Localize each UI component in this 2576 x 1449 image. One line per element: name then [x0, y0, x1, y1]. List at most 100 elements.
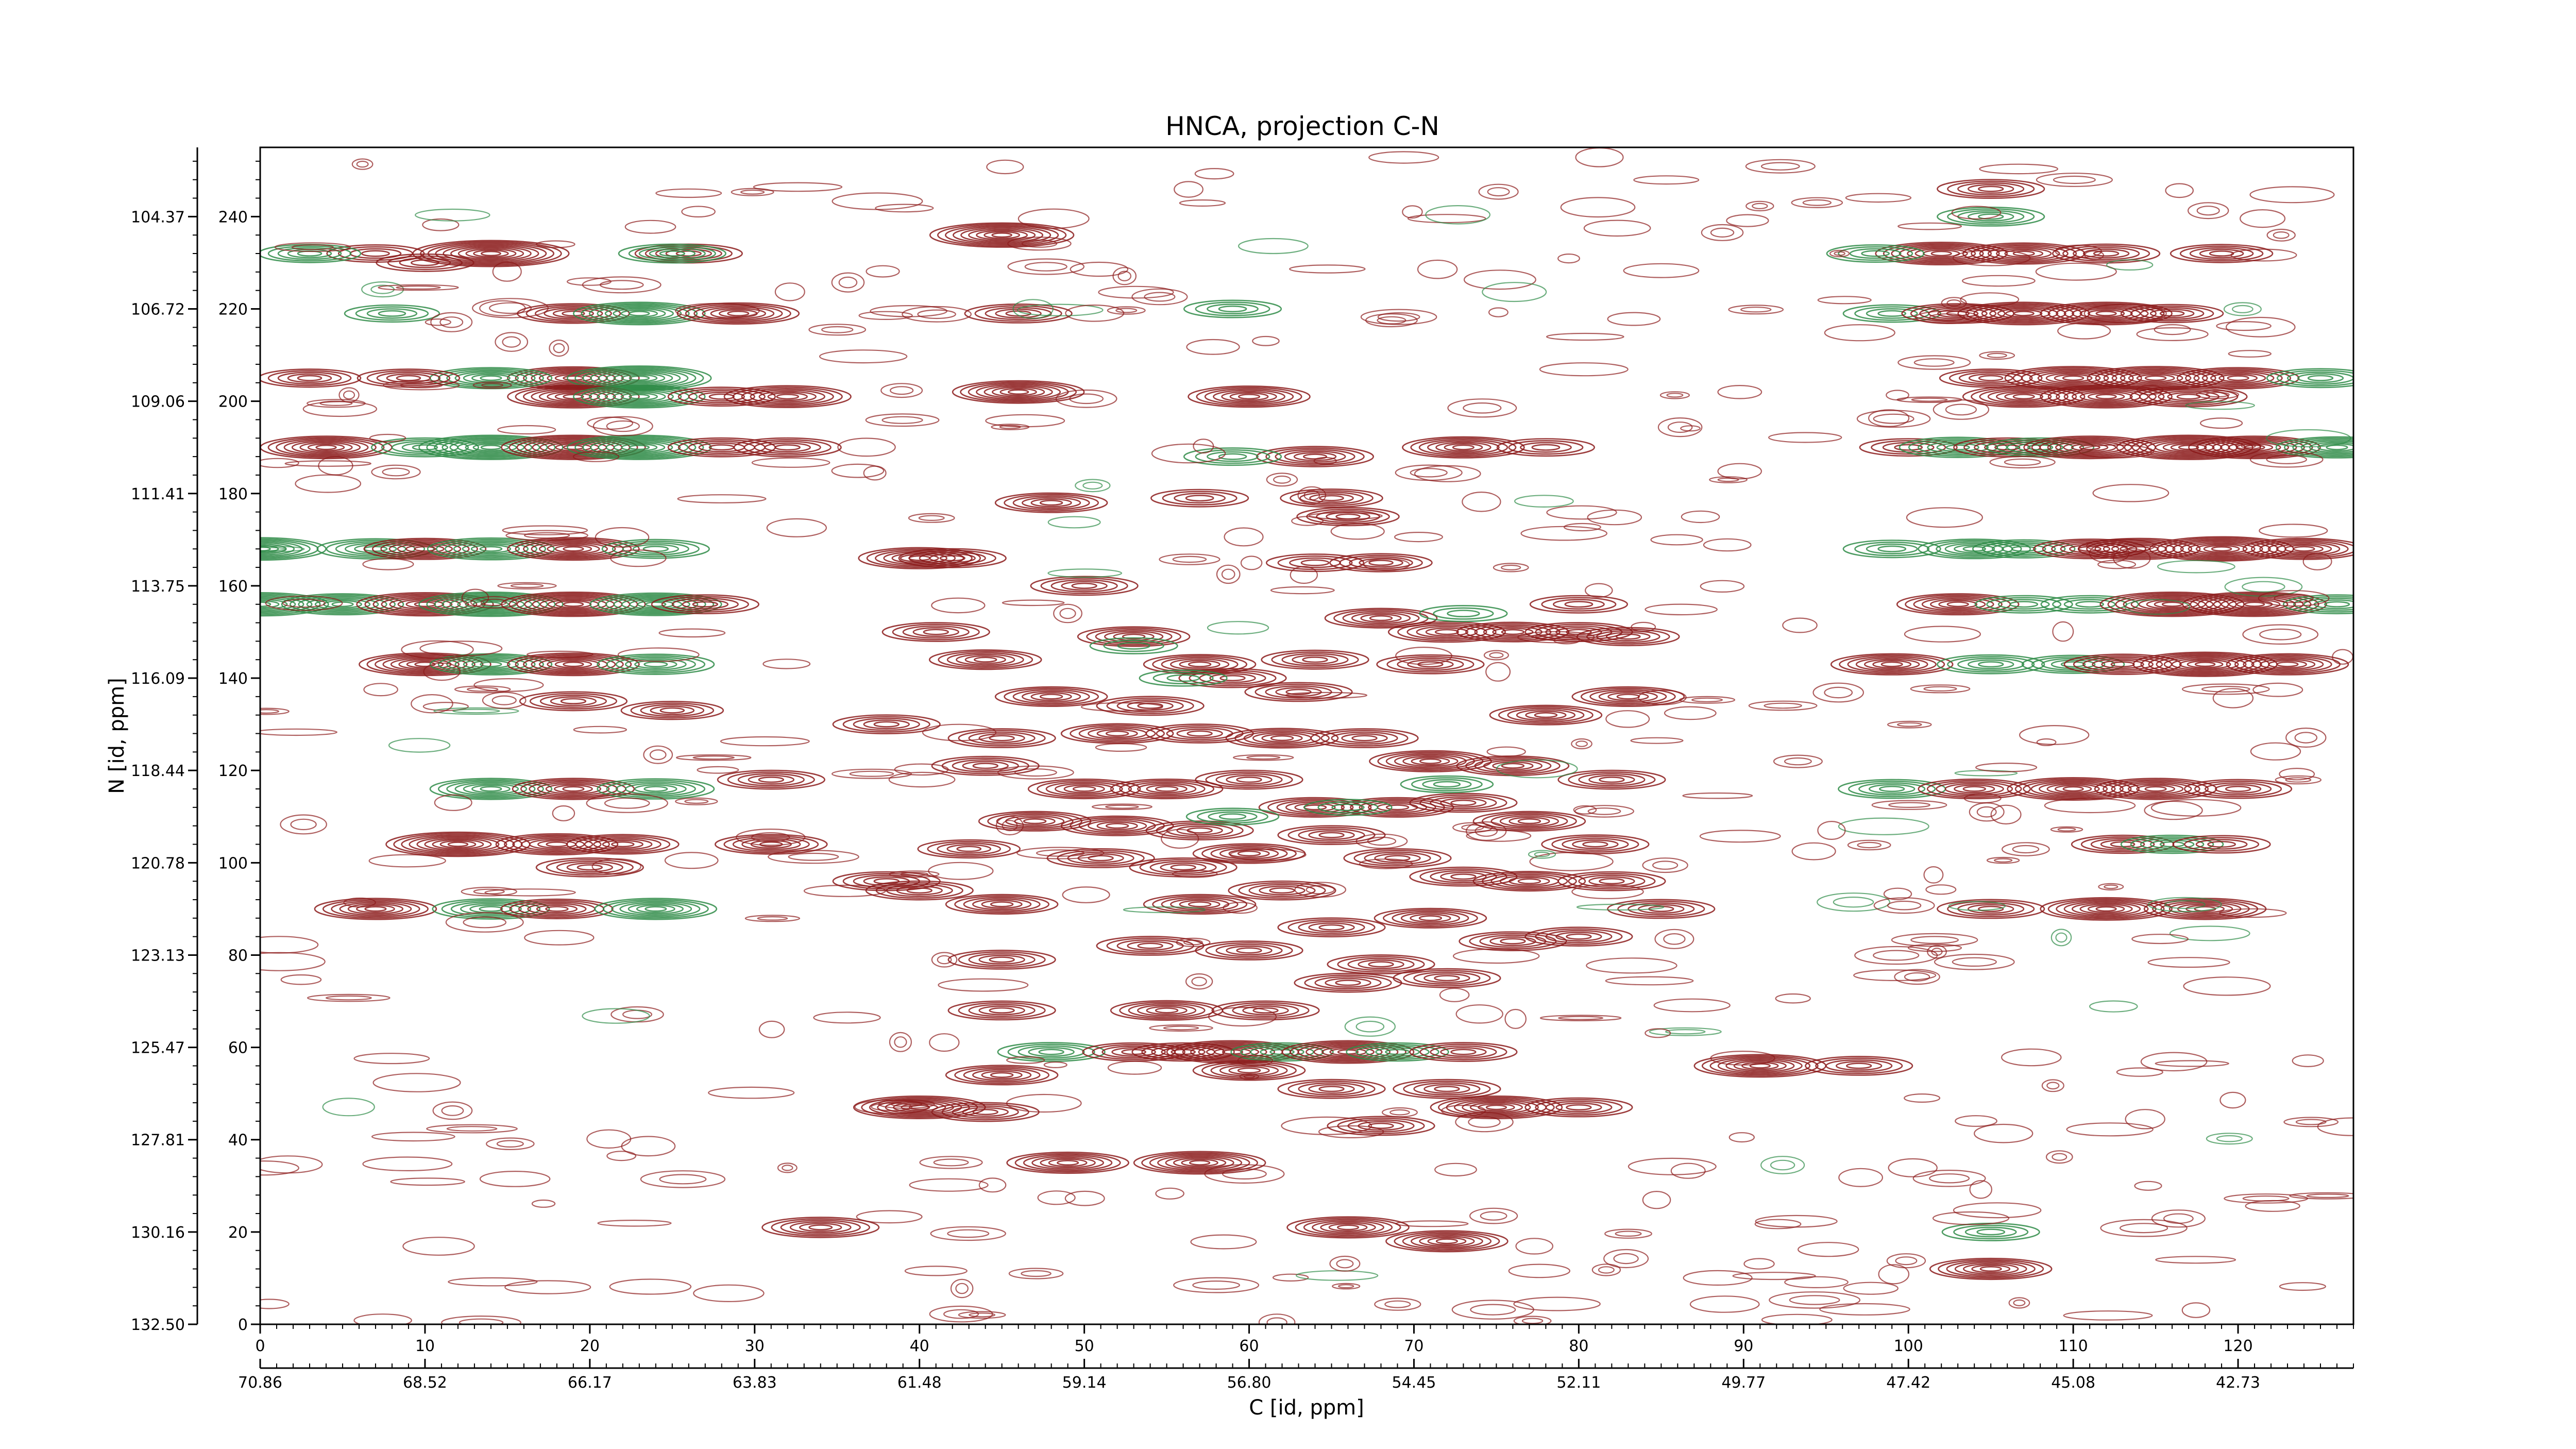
noise-contour [606, 1151, 636, 1161]
noise-contour [338, 387, 360, 403]
noise-contour [1539, 362, 1629, 377]
peak-contour [1409, 1042, 1518, 1062]
x-ppm-tick-label: 45.08 [2051, 1374, 2095, 1392]
peak-contour [1929, 1257, 2053, 1280]
noise-contour [592, 416, 653, 436]
noise-contour [1539, 1015, 1622, 1021]
noise-contour [1699, 830, 1781, 843]
noise-contour [2230, 248, 2297, 262]
peak-contour [1826, 244, 1925, 263]
peak-contour [978, 811, 1092, 832]
noise-contour [2212, 688, 2254, 709]
noise-contour [411, 694, 453, 714]
noise-contour [1365, 313, 1418, 328]
peak-contour [994, 492, 1108, 513]
noise-contour [831, 463, 885, 478]
noise-contour [2147, 957, 2230, 968]
noise-contour [1159, 553, 1221, 565]
plot-area[interactable] [192, 147, 2398, 1330]
x-ppm-tick-label: 70.86 [238, 1374, 282, 1392]
noise-contour [1726, 214, 1769, 227]
noise-contour [260, 952, 326, 971]
noise-contour [1318, 1125, 1384, 1138]
peak-contour [1277, 825, 1386, 846]
noise-contour [751, 457, 831, 468]
noise-contour [894, 763, 949, 776]
peak-contour [2063, 653, 2182, 675]
noise-contour [2219, 1091, 2246, 1109]
noise-contour [1290, 566, 1318, 584]
noise-contour [1953, 1202, 2042, 1219]
y-index-tick-label: 0 [238, 1316, 248, 1334]
noise-contour [1075, 479, 1111, 493]
noise-contour [1451, 1300, 1534, 1320]
noise-contour [2036, 738, 2057, 746]
noise-contour [2206, 1133, 2253, 1145]
noise-contour [1447, 398, 1517, 418]
peak-contour [412, 240, 570, 267]
y-ppm-tick-label: 116.09 [131, 670, 185, 688]
peak-contour [1805, 1055, 1913, 1076]
y-ppm-tick-label: 123.13 [131, 947, 185, 965]
noise-contour [2035, 262, 2117, 281]
peak-contour [667, 437, 776, 458]
noise-contour [1933, 399, 1990, 420]
noise-contour [1838, 1168, 1884, 1187]
peak-contour [2172, 835, 2271, 854]
noise-contour [2055, 244, 2103, 258]
noise-contour [658, 628, 726, 638]
peak-contour [1387, 621, 1506, 643]
peak-contour [676, 302, 800, 325]
peak-contour [945, 1065, 1059, 1086]
noise-contour [1681, 510, 1720, 524]
peak-contour [1374, 907, 1487, 929]
peak-contour [2182, 591, 2327, 617]
noise-contour [419, 641, 503, 656]
peak-contour [1030, 576, 1139, 596]
peak-contour [567, 434, 712, 460]
noise-contour [1496, 759, 1578, 779]
noise-contour [758, 1020, 785, 1038]
noise-contour [2136, 384, 2164, 395]
noise-contour [1006, 1056, 1045, 1064]
noise-contour [1576, 903, 1665, 911]
noise-contour [931, 597, 986, 614]
noise-contour [1232, 754, 1294, 761]
peak-contour [429, 778, 553, 800]
noise-contour [2134, 1181, 2162, 1191]
noise-contour [1745, 200, 1774, 212]
noise-contour [1817, 820, 1846, 840]
peak-contour [1329, 553, 1433, 572]
noise-contour [609, 1278, 692, 1295]
noise-contour [1485, 662, 1511, 682]
noise-contour [1207, 621, 1269, 635]
peak-contour [356, 592, 494, 617]
noise-contour [479, 300, 526, 316]
noise-contour [1204, 1164, 1285, 1184]
peak-contour [1096, 696, 1205, 716]
noise-contour [1728, 305, 1784, 315]
peak-contour [1178, 668, 1287, 688]
peak-contour [344, 304, 440, 323]
noise-contour [2285, 727, 2327, 748]
peak-contour [945, 894, 1059, 915]
noise-contour [1186, 339, 1240, 355]
noise-contour [1368, 151, 1439, 164]
peak-contour [2094, 778, 2217, 800]
y-ppm-tick-label: 130.16 [131, 1224, 185, 1242]
noise-contour [1064, 1190, 1105, 1206]
noise-contour [1817, 892, 1891, 912]
noise-contour [1607, 312, 1661, 326]
peak-contour [1400, 775, 1494, 794]
noise-contour [1482, 282, 1547, 302]
peak-contour [917, 839, 1021, 859]
noise-contour [2224, 1193, 2309, 1204]
peak-contour [573, 301, 706, 326]
peak-contour [1145, 723, 1254, 744]
noise-contour [2044, 798, 2136, 814]
noise-contour [265, 595, 343, 611]
noise-contour [586, 1129, 632, 1149]
noise-contour [1871, 800, 1947, 810]
noise-contour [1791, 842, 1836, 861]
peak-contour [761, 1217, 880, 1238]
